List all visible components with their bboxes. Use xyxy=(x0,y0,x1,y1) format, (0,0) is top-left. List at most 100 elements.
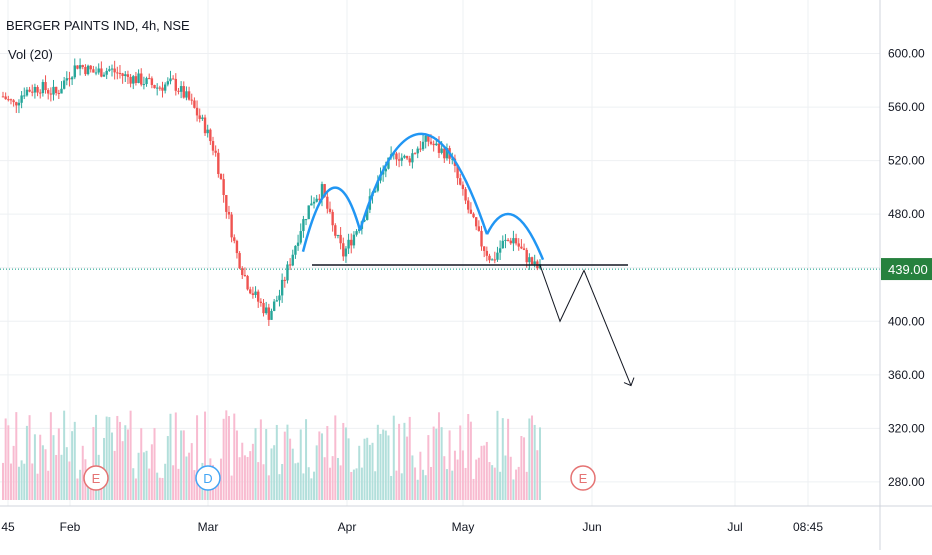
volume-bar xyxy=(419,451,422,500)
volume-bar xyxy=(217,479,220,500)
candle-body xyxy=(179,86,183,92)
candle-body xyxy=(110,68,114,70)
candle-body xyxy=(185,91,188,98)
volume-bar xyxy=(55,454,58,500)
candle-body xyxy=(427,135,430,142)
volume-bar xyxy=(20,460,23,500)
candle-body xyxy=(366,209,369,220)
candle-body xyxy=(512,238,515,244)
candle-body xyxy=(97,68,100,73)
chart-legend: BERGER PAINTS IND, 4h, NSE xyxy=(6,18,190,33)
candle-body xyxy=(469,209,473,214)
volume-bar xyxy=(129,410,132,500)
volume-bar xyxy=(496,410,499,500)
symbol-title[interactable]: BERGER PAINTS IND, 4h, NSE xyxy=(6,18,190,33)
volume-bar xyxy=(464,467,467,500)
candle-body xyxy=(73,65,76,78)
candle-body xyxy=(227,211,231,215)
volume-bar xyxy=(73,421,76,500)
price-tick-label: 360.00 xyxy=(888,368,925,382)
volume-bar xyxy=(49,412,52,500)
candle-body xyxy=(54,86,58,93)
volume-bar xyxy=(95,414,98,500)
candle-body xyxy=(498,248,502,253)
volume-bar xyxy=(509,456,512,500)
volume-bar xyxy=(528,418,531,500)
price-tick-label: 320.00 xyxy=(888,421,925,435)
candle-body xyxy=(334,225,337,236)
candle-body xyxy=(150,78,154,85)
time-axis[interactable]: 45 Feb Mar Apr May Jun Jul 08:45 xyxy=(0,505,932,534)
volume-bar xyxy=(289,438,292,500)
volume-bar xyxy=(336,457,339,500)
earnings-e-icon[interactable]: E xyxy=(83,465,109,491)
volume-bar xyxy=(406,436,409,500)
candle-body xyxy=(291,254,294,266)
candle-body xyxy=(140,73,143,85)
volume-bar xyxy=(243,455,246,500)
volume-bar xyxy=(403,422,406,500)
volume-bar xyxy=(493,467,496,500)
candle-body xyxy=(198,115,201,119)
candle-body xyxy=(315,198,318,202)
volume-bar xyxy=(456,459,459,500)
candle-body xyxy=(280,279,284,296)
candle-body xyxy=(474,217,478,227)
volume-bar xyxy=(368,444,371,500)
volume-bar xyxy=(392,415,395,500)
candle-body xyxy=(116,72,119,74)
volume-bar xyxy=(118,421,121,500)
earnings-e-icon[interactable]: E xyxy=(570,465,596,491)
volume-bar xyxy=(355,468,358,500)
volume-bar xyxy=(188,452,191,500)
volume-bars xyxy=(2,410,541,500)
volume-bar xyxy=(79,469,82,500)
volume-bar xyxy=(445,469,448,500)
candle-body xyxy=(485,250,489,256)
candle-body xyxy=(294,245,297,255)
dividend-d-icon[interactable]: D xyxy=(195,465,221,491)
volume-bar xyxy=(318,431,321,500)
candle-body xyxy=(31,91,34,93)
volume-bar xyxy=(92,427,95,500)
volume-bar xyxy=(363,438,366,500)
time-tick-label: Apr xyxy=(338,520,357,534)
volume-bar xyxy=(137,452,140,500)
volume-bar xyxy=(65,447,68,500)
volume-bar xyxy=(193,470,196,500)
volume-bar xyxy=(233,413,236,500)
event-marker-circle xyxy=(195,465,221,491)
candle-body xyxy=(89,65,92,70)
volume-bar xyxy=(23,463,26,500)
volume-bar xyxy=(472,478,475,500)
candle-body xyxy=(243,274,247,277)
volume-bar xyxy=(374,471,377,500)
volume-indicator-label[interactable]: Vol (20) xyxy=(8,47,53,62)
volume-bar xyxy=(190,443,193,500)
candle-body xyxy=(7,99,10,101)
candle-body xyxy=(217,152,220,175)
volume-bar xyxy=(9,463,12,500)
volume-bar xyxy=(60,454,63,500)
right-shoulder-curve xyxy=(485,212,545,261)
candle-body xyxy=(137,73,140,83)
candle-body xyxy=(46,90,50,94)
volume-bar xyxy=(297,462,300,500)
volume-bar xyxy=(15,412,18,500)
volume-bar xyxy=(87,479,90,500)
price-tick-label: 560.00 xyxy=(888,100,925,114)
volume-bar xyxy=(339,465,342,500)
volume-bar xyxy=(344,427,347,500)
candle-body xyxy=(235,240,239,254)
candle-body xyxy=(238,253,241,269)
volume-bar xyxy=(25,425,28,500)
volume-bar xyxy=(44,449,47,500)
candle-body xyxy=(509,240,512,244)
candle-body xyxy=(528,257,531,263)
volume-bar xyxy=(379,433,382,500)
candle-body xyxy=(421,141,425,150)
volume-bar xyxy=(451,470,454,500)
volume-bar xyxy=(204,411,207,500)
